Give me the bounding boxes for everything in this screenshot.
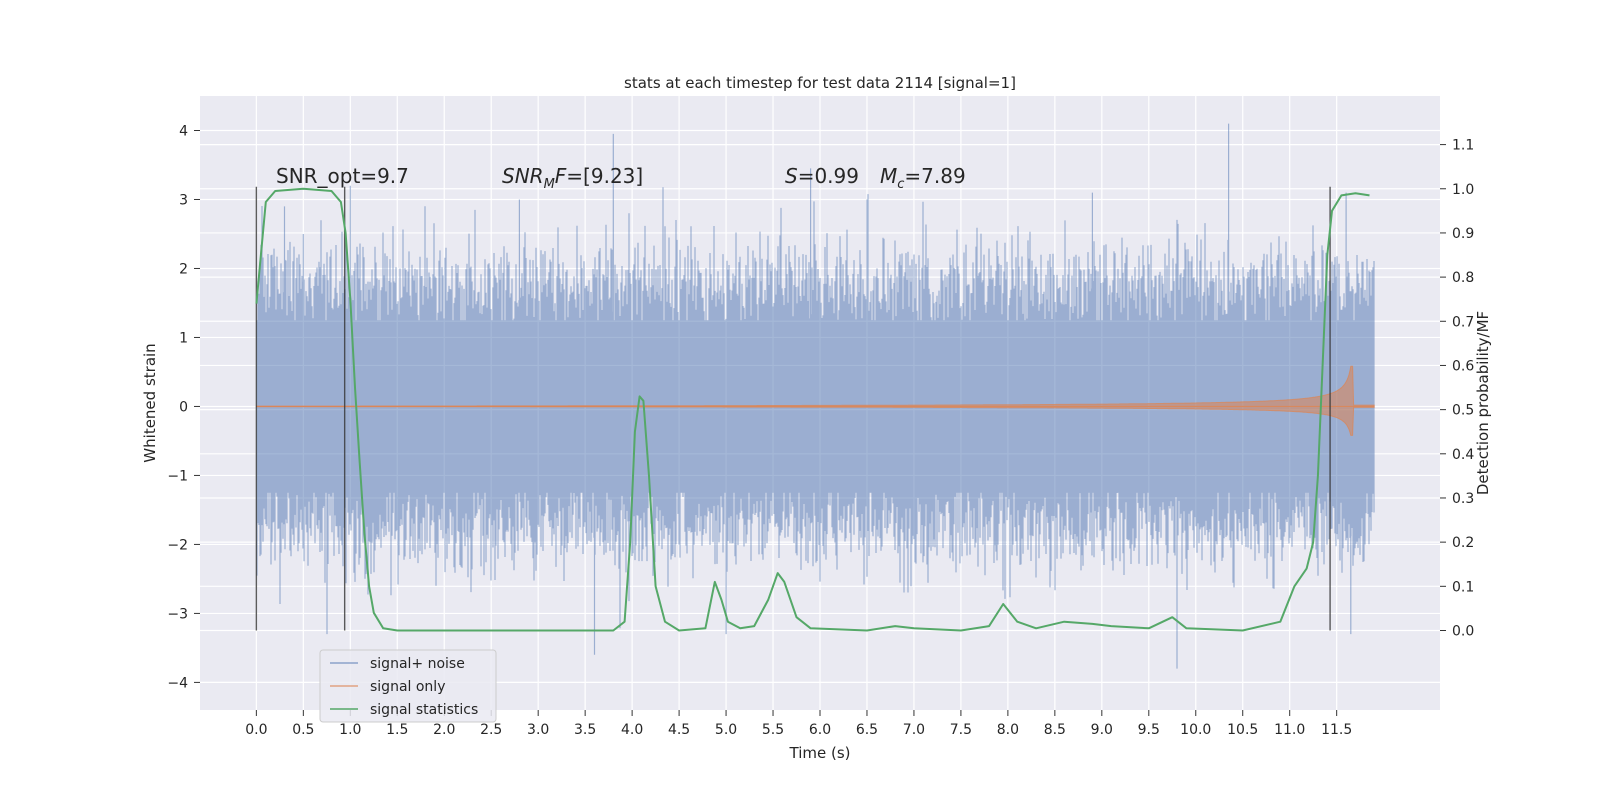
y-right-tick-label: 0.7 — [1452, 314, 1474, 330]
x-tick-label: 2.5 — [480, 722, 502, 738]
x-tick-label: 0.5 — [292, 722, 314, 738]
y-right-tick-label: 0.8 — [1452, 270, 1474, 286]
x-tick-label: 1.0 — [339, 722, 361, 738]
annotation-s: S=0.99 — [785, 164, 859, 188]
annotation-snr-mf: SNRMF=[9.23] — [502, 164, 643, 192]
snr-mf-subscript: M — [544, 177, 555, 192]
y-left-tick-label: 3 — [179, 192, 188, 208]
y-right-tick-label: 1.0 — [1452, 182, 1474, 198]
y-right-tick-label: 0.5 — [1452, 403, 1474, 419]
x-tick-label: 8.0 — [997, 722, 1019, 738]
statistics-line — [255, 187, 1370, 632]
legend-box — [319, 649, 497, 723]
y-left-axis-ticks: 4 3 2 1 0 −1 −2 −3 −4 — [167, 123, 200, 691]
y-right-tick-label: 0.6 — [1452, 358, 1474, 374]
x-tick-label: 4.0 — [621, 722, 643, 738]
y-right-tick-label: 0.0 — [1452, 623, 1474, 639]
y-left-tick-label: −3 — [167, 606, 188, 622]
x-tick-label: 10.0 — [1180, 722, 1211, 738]
x-tick-label: 2.0 — [433, 722, 455, 738]
x-tick-label: 6.0 — [809, 722, 831, 738]
y-left-tick-label: −1 — [167, 468, 188, 484]
y-left-axis-label: Whitened strain — [141, 343, 159, 462]
x-tick-label: 0.0 — [245, 722, 267, 738]
x-axis-label: Time (s) — [789, 744, 851, 762]
y-right-tick-label: 0.4 — [1452, 447, 1474, 463]
legend-label-statistics: signal statistics — [370, 702, 478, 718]
mc-subscript: c — [897, 177, 904, 192]
y-right-tick-label: 0.3 — [1452, 491, 1474, 507]
y-right-tick-label: 0.2 — [1452, 535, 1474, 551]
x-tick-label: 6.5 — [856, 722, 878, 738]
vertical-markers — [255, 186, 1331, 631]
x-tick-label: 9.0 — [1091, 722, 1113, 738]
y-left-tick-label: −4 — [167, 675, 188, 691]
mc-value: =7.89 — [904, 164, 965, 188]
y-right-axis-ticks: 1.1 1.0 0.9 0.8 0.7 0.6 0.5 0.4 0.3 0.2 0.1 0.0 — [1440, 138, 1474, 639]
x-tick-label: 8.5 — [1044, 722, 1066, 738]
s-symbol: S — [785, 164, 798, 188]
y-right-tick-label: 0.9 — [1452, 226, 1474, 242]
x-tick-label: 10.5 — [1227, 722, 1258, 738]
annotation-snr-opt: SNR_opt=9.7 — [276, 164, 409, 188]
x-tick-label: 1.5 — [386, 722, 408, 738]
x-tick-label: 11.5 — [1321, 722, 1352, 738]
legend-label-noise: signal+ noise — [370, 656, 465, 672]
y-left-tick-label: −2 — [167, 537, 188, 553]
y-left-tick-label: 0 — [179, 399, 188, 415]
x-tick-label: 11.0 — [1274, 722, 1305, 738]
mc-symbol: M — [880, 164, 897, 188]
legend-label-signal: signal only — [370, 679, 445, 695]
y-right-axis-label: Detection probability/MF — [1474, 311, 1492, 495]
x-tick-label: 9.5 — [1138, 722, 1160, 738]
y-right-tick-label: 0.1 — [1452, 579, 1474, 595]
snr-mf-value: =[9.23] — [566, 164, 643, 188]
series-signal-only — [255, 365, 1375, 436]
x-tick-label: 3.5 — [574, 722, 596, 738]
annotation-mc: Mc=7.89 — [880, 164, 966, 192]
snr-mf-symbol: SNR — [502, 164, 544, 188]
y-left-tick-label: 2 — [179, 261, 188, 277]
x-tick-label: 3.0 — [527, 722, 549, 738]
x-tick-label: 7.0 — [903, 722, 925, 738]
y-left-tick-label: 4 — [179, 123, 188, 139]
y-right-tick-label: 1.1 — [1452, 138, 1474, 154]
legend: signal+ noise signal only signal statist… — [319, 649, 497, 723]
x-axis-ticks: 0.0 0.5 1.0 1.5 2.0 2.5 3.0 3.5 4.0 4.5 5.0 5.5 6.0 6… — [245, 710, 1352, 738]
series-signal-statistics — [255, 187, 1370, 632]
x-tick-label: 5.0 — [715, 722, 737, 738]
x-tick-label: 7.5 — [950, 722, 972, 738]
chart-title: stats at each timestep for test data 211… — [624, 74, 1016, 92]
s-value: =0.99 — [798, 164, 859, 188]
x-tick-label: 5.5 — [762, 722, 784, 738]
x-tick-label: 4.5 — [668, 722, 690, 738]
y-left-tick-label: 1 — [179, 330, 188, 346]
snr-mf-symbol-2: F — [555, 164, 567, 188]
